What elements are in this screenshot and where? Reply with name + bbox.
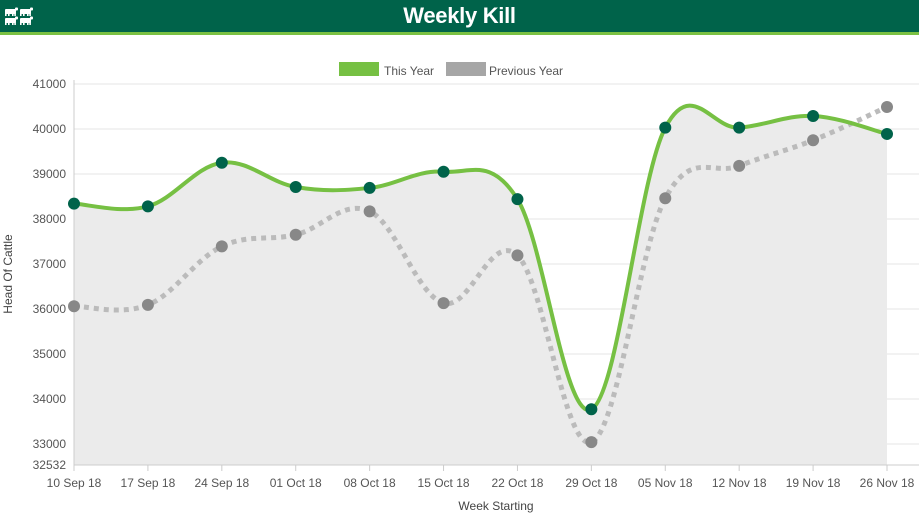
x-tick-label: 29 Oct 18 — [565, 476, 617, 490]
this-year-point[interactable] — [807, 109, 820, 122]
this-year-point[interactable] — [733, 121, 746, 134]
legend-label-previous-year[interactable]: Previous Year — [489, 64, 563, 78]
cattle-herd-icon — [5, 7, 33, 25]
previous-year-point[interactable] — [733, 159, 746, 172]
y-tick-label: 37000 — [33, 257, 67, 271]
x-tick-label: 10 Sep 18 — [47, 476, 102, 490]
y-tick-label: 40000 — [33, 122, 67, 136]
this-year-point[interactable] — [881, 127, 893, 140]
y-tick-label: 35000 — [33, 347, 67, 361]
previous-year-point[interactable] — [807, 134, 820, 147]
x-tick-label: 15 Oct 18 — [418, 476, 470, 490]
this-year-area — [74, 105, 887, 466]
y-tick-label: 32532 — [33, 458, 67, 472]
chart-header: Weekly Kill — [0, 0, 919, 35]
y-tick-label: 33000 — [33, 437, 67, 451]
this-year-point[interactable] — [659, 121, 672, 134]
x-tick-label: 05 Nov 18 — [638, 476, 693, 490]
previous-year-point[interactable] — [363, 205, 376, 218]
x-tick-label: 01 Oct 18 — [270, 476, 322, 490]
previous-year-point[interactable] — [585, 436, 598, 449]
x-tick-label: 24 Sep 18 — [194, 476, 249, 490]
legend-swatch-this-year[interactable] — [339, 62, 379, 76]
chart-title: Weekly Kill — [403, 3, 516, 28]
this-year-point[interactable] — [68, 197, 80, 210]
legend-label-this-year[interactable]: This Year — [384, 64, 434, 78]
x-tick-label: 08 Oct 18 — [344, 476, 396, 490]
y-tick-label: 36000 — [33, 302, 67, 316]
y-tick-label: 39000 — [33, 167, 67, 181]
previous-year-point[interactable] — [68, 300, 80, 313]
this-year-point[interactable] — [585, 403, 598, 416]
previous-year-point[interactable] — [511, 249, 524, 262]
y-tick-label: 38000 — [33, 212, 67, 226]
x-axis-title: Week Starting — [458, 499, 533, 513]
area-fill — [74, 105, 887, 466]
previous-year-point[interactable] — [659, 192, 672, 205]
this-year-point[interactable] — [289, 181, 302, 194]
previous-year-point[interactable] — [437, 297, 450, 310]
previous-year-point[interactable] — [289, 228, 302, 241]
x-tick-label: 19 Nov 18 — [786, 476, 841, 490]
legend-swatch-previous-year[interactable] — [446, 62, 486, 76]
y-axis-title: Head Of Cattle — [1, 234, 15, 314]
y-tick-label: 34000 — [33, 392, 67, 406]
x-tick-label: 17 Sep 18 — [121, 476, 176, 490]
y-tick-label: 41000 — [33, 77, 67, 91]
this-year-point[interactable] — [437, 165, 450, 178]
this-year-point[interactable] — [511, 193, 524, 206]
data-markers — [68, 100, 893, 449]
this-year-point[interactable] — [141, 200, 154, 213]
this-year-point[interactable] — [363, 181, 376, 194]
axes: 32532 33000 34000 35000 36000 37000 38000 39000… — [33, 77, 919, 490]
x-tick-label: 22 Oct 18 — [491, 476, 543, 490]
previous-year-point[interactable] — [215, 240, 228, 253]
x-tick-label: 26 Nov 18 — [860, 476, 915, 490]
this-year-point[interactable] — [215, 156, 228, 169]
legend[interactable]: This Year Previous Year — [339, 62, 563, 78]
previous-year-point[interactable] — [881, 100, 893, 113]
x-tick-label: 12 Nov 18 — [712, 476, 767, 490]
previous-year-point[interactable] — [141, 298, 154, 311]
